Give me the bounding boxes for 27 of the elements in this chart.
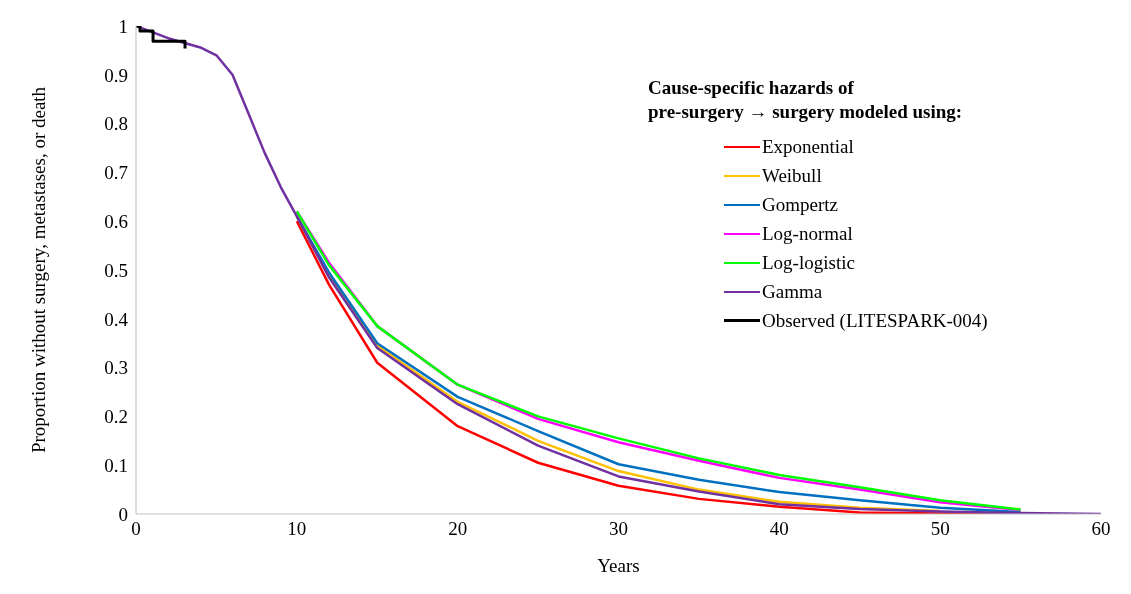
y-tick-label: 0.2 <box>104 406 128 428</box>
y-tick-label: 0.8 <box>104 113 128 135</box>
y-tick-label: 0.1 <box>104 454 128 476</box>
legend-label: Observed (LITESPARK-004) <box>762 309 988 332</box>
y-tick-label: 0.4 <box>104 308 129 330</box>
x-tick-label: 20 <box>448 518 468 540</box>
legend-label: Gompertz <box>762 193 838 216</box>
y-tick-label: 0.9 <box>104 64 128 86</box>
y-tick-label: 0.6 <box>104 210 128 232</box>
y-axis-title: Proportion without surgery, metastases, or death <box>27 86 49 454</box>
x-tick-label: 60 <box>1091 518 1111 540</box>
x-tick-label: 50 <box>930 518 950 540</box>
x-tick-label: 10 <box>287 518 307 540</box>
y-tick-label: 0.7 <box>104 162 128 184</box>
y-tick-label: 0.3 <box>104 357 128 379</box>
legend-title: Cause-specific hazards of pre-surgery → surgery modeled using: <box>648 76 964 124</box>
legend-label: Log-logistic <box>762 251 855 274</box>
y-tick-label: 0 <box>118 503 128 525</box>
x-tick-label: 30 <box>609 518 628 540</box>
legend-label: Gamma <box>762 280 823 303</box>
y-tick-label: 1 <box>118 15 128 37</box>
legend-label: Exponential <box>762 135 854 158</box>
y-tick-label: 0.5 <box>104 259 128 281</box>
legend-label: Weibull <box>762 164 822 187</box>
x-tick-label: 40 <box>769 518 789 540</box>
legend-label: Log-normal <box>762 222 853 245</box>
x-axis-title: Years <box>597 555 640 576</box>
